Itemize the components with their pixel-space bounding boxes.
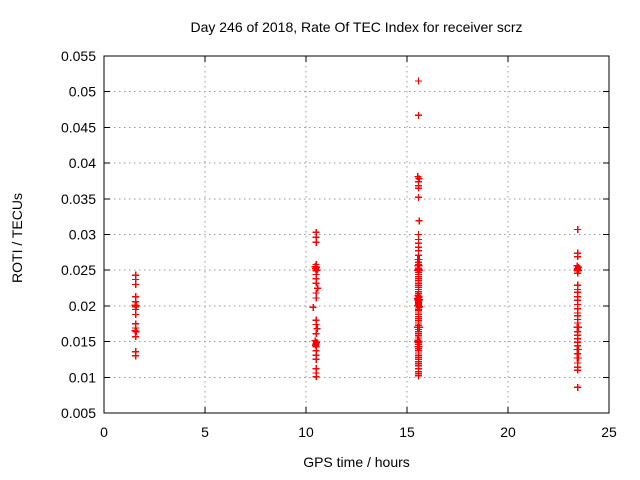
y-tick-label: 0.03 bbox=[69, 227, 96, 243]
y-axis-label: ROTI / TECUs bbox=[9, 193, 25, 283]
x-tick-label: 15 bbox=[399, 424, 415, 440]
chart-title: Day 246 of 2018, Rate Of TEC Index for r… bbox=[190, 19, 523, 35]
x-tick-label: 20 bbox=[500, 424, 516, 440]
x-tick-label: 25 bbox=[601, 424, 617, 440]
y-tick-label: 0.015 bbox=[61, 334, 96, 350]
y-tick-label: 0.01 bbox=[69, 369, 96, 385]
scatter-points bbox=[131, 77, 582, 391]
y-tick-label: 0.04 bbox=[69, 155, 96, 171]
y-tick-label: 0.025 bbox=[61, 262, 96, 278]
y-tick-label: 0.02 bbox=[69, 298, 96, 314]
y-tick-label: 0.035 bbox=[61, 191, 96, 207]
y-tick-label: 0.045 bbox=[61, 119, 96, 135]
x-tick-label: 10 bbox=[298, 424, 314, 440]
x-tick-label: 0 bbox=[100, 424, 108, 440]
y-tick-label: 0.055 bbox=[61, 48, 96, 64]
y-tick-label: 0.005 bbox=[61, 405, 96, 421]
grid-lines bbox=[104, 56, 609, 413]
x-tick-label: 5 bbox=[201, 424, 209, 440]
x-axis-label: GPS time / hours bbox=[303, 454, 410, 470]
y-tick-label: 0.05 bbox=[69, 84, 96, 100]
tick-marks bbox=[103, 55, 610, 414]
